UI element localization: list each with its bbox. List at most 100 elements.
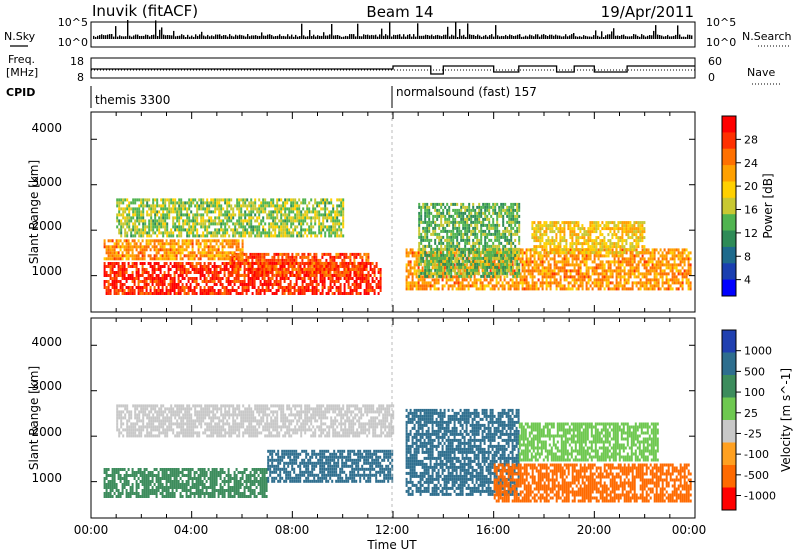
echo-cell	[673, 272, 676, 276]
echo-cell	[533, 263, 536, 267]
echo-cell	[326, 219, 329, 223]
nsky-bar	[647, 35, 649, 39]
echo-cell	[336, 213, 339, 217]
echo-cell	[120, 222, 123, 226]
echo-cell	[549, 257, 552, 261]
echo-cell	[173, 292, 176, 295]
echo-cell	[651, 284, 654, 288]
echo-cell	[139, 242, 142, 246]
echo-cell	[635, 281, 638, 285]
echo-cell	[527, 260, 530, 264]
echo-cell	[525, 278, 528, 282]
echo-cell	[329, 255, 332, 259]
echo-cell	[627, 278, 630, 282]
echo-cell	[161, 283, 164, 286]
echo-cell	[547, 266, 550, 270]
echo-cell	[483, 278, 486, 282]
echo-cell	[363, 264, 366, 268]
echo-cell	[113, 292, 116, 295]
echo-cell	[327, 252, 330, 256]
echo-cell	[131, 257, 134, 261]
echo-cell	[291, 273, 294, 277]
echo-cell	[591, 281, 594, 285]
echo-cell	[281, 286, 284, 289]
echo-cell	[281, 262, 284, 265]
echo-cell	[653, 257, 656, 261]
echo-cell	[467, 287, 470, 291]
echo-cell	[529, 272, 532, 276]
echo-cell	[541, 284, 544, 288]
echo-cell	[605, 254, 608, 258]
echo-cell	[283, 277, 286, 280]
echo-cell	[335, 267, 338, 271]
echo-cell	[247, 258, 250, 262]
echo-cell	[207, 286, 210, 289]
echo-cell	[657, 260, 660, 264]
echo-cell	[276, 201, 279, 205]
echo-cell	[206, 210, 209, 214]
echo-cell	[169, 277, 172, 280]
echo-cell	[254, 213, 257, 217]
echo-cell	[221, 292, 224, 295]
echo-cell	[236, 231, 239, 235]
echo-cell	[288, 234, 291, 238]
echo-cell	[651, 254, 654, 258]
echo-cell	[200, 216, 203, 220]
echo-cell	[147, 271, 150, 274]
echo-cell	[169, 283, 172, 286]
echo-cell	[218, 198, 221, 202]
nave-tick-top: 60	[708, 55, 722, 68]
echo-cell	[571, 284, 574, 288]
echo-cell	[689, 251, 692, 255]
echo-cell	[647, 281, 650, 285]
echo-cell	[225, 289, 228, 292]
echo-cell	[527, 266, 530, 270]
echo-cell	[250, 213, 253, 217]
echo-cell	[150, 210, 153, 214]
echo-cell	[128, 213, 131, 217]
echo-cell	[345, 274, 348, 277]
nsky-bar	[447, 26, 449, 39]
echo-cell	[377, 286, 380, 289]
nsky-bar	[441, 36, 443, 39]
echo-cell	[219, 271, 222, 274]
echo-cell	[141, 239, 144, 243]
echo-cell	[336, 204, 339, 208]
echo-cell	[240, 210, 243, 214]
nsky-bar	[525, 35, 527, 39]
echo-cell	[413, 251, 416, 255]
echo-cell	[489, 269, 492, 273]
echo-cell	[236, 219, 239, 223]
echo-cell	[525, 248, 528, 252]
echo-cell	[551, 269, 554, 273]
nsky-bar	[245, 36, 247, 39]
echo-cell	[519, 278, 522, 282]
freq-strip: 18 8 60 0 Freq. [MHz] Nave	[6, 53, 780, 85]
echo-cell	[283, 270, 286, 274]
echo-cell	[623, 272, 626, 276]
echo-cell	[615, 284, 618, 288]
echo-cell	[629, 254, 632, 258]
echo-cell	[271, 264, 274, 268]
echo-cell	[319, 267, 322, 271]
echo-cell	[661, 284, 664, 288]
echo-cell	[529, 287, 532, 291]
echo-cell	[607, 269, 610, 273]
echo-cell	[295, 289, 298, 292]
echo-cell	[627, 272, 630, 276]
echo-cell	[430, 223, 433, 227]
echo-cell	[430, 274, 433, 278]
nsky-bar	[611, 31, 613, 39]
echo-cell	[213, 257, 216, 261]
echo-cell	[367, 283, 370, 286]
echo-cell	[143, 245, 146, 249]
echo-cell	[315, 258, 318, 262]
echo-cell	[361, 273, 364, 277]
echo-cell	[211, 280, 214, 283]
echo-cell	[115, 277, 118, 280]
echo-cell	[262, 207, 265, 211]
echo-cell	[595, 263, 598, 267]
echo-cell	[258, 198, 261, 202]
echo-cell	[291, 264, 294, 268]
nsky-bar	[383, 35, 385, 39]
